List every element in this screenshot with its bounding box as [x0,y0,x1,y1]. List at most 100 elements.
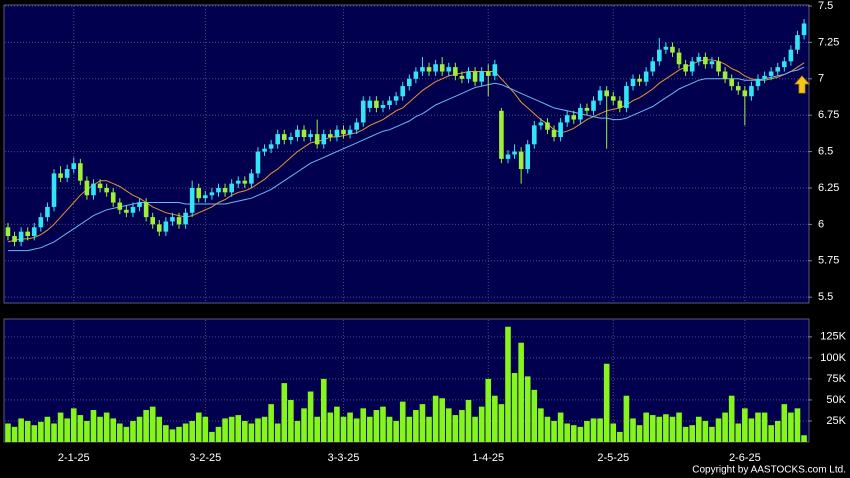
volume-bar [64,418,70,442]
candle-body [301,129,307,138]
candle-body [110,192,116,203]
candle-body [406,78,412,87]
volume-bar [136,416,143,442]
x-tick-label: 3-2-25 [189,452,221,464]
volume-bar [715,418,722,442]
volume-bar [320,378,327,442]
volume-bar [695,416,702,442]
copyright: Copyright by AASTOCKS.com Ltd. [692,465,846,476]
candle-body [189,187,195,213]
candle-body [124,209,129,213]
candle-body [314,134,320,145]
candle-body [5,227,11,237]
volume-bar [722,412,728,442]
candle-body [268,144,274,149]
volume-bar [373,410,380,442]
candle-body [637,78,642,82]
volume-bar [577,426,584,442]
candle-body [624,86,629,108]
y-tick-label: 6 [818,218,824,230]
candle-body [696,56,702,62]
candle-body [617,100,623,108]
candle-body [341,129,346,135]
volume-bar [788,412,794,442]
moving-average-line [7,59,805,243]
volume-bar [413,410,419,442]
candle-body [795,35,800,50]
moving-average-line [8,66,805,252]
volume-bar [564,423,570,442]
volume-bar [761,412,768,442]
volume-bar [538,408,544,442]
volume-bar [24,420,31,442]
y-tick-label: 25K [826,415,846,427]
volume-bar [327,412,334,442]
candle-body [25,231,30,237]
volume-bar [656,416,663,442]
volume-bar [228,416,235,442]
candle-body [387,100,392,105]
volume-bar [31,425,38,442]
candle-body [735,86,741,91]
volume-bar [630,418,636,442]
volume-bar [419,404,426,442]
candle-body [584,107,590,111]
volume-bar [255,418,261,442]
candle-body [51,173,57,207]
volume-bar [511,373,518,442]
candle-body [130,206,136,213]
volume-bar [209,431,215,442]
candle-body [610,96,616,101]
volume-bar [386,416,393,442]
candle-body [439,64,445,72]
volume-bar [314,416,320,442]
volume-bar [90,410,97,442]
volume-bar [636,425,643,442]
volume-bar [57,412,64,442]
candle-body [255,151,261,174]
candle-body [354,122,359,130]
volume-bar [222,418,228,442]
volume-bar [268,404,274,442]
volume-bar [702,420,709,442]
volume-bar [248,423,255,442]
candle-body [643,71,649,82]
candle-body [78,163,83,181]
candle-body [446,67,452,72]
candle-body [12,236,17,242]
candle-body [532,125,537,145]
volume-bar [557,412,564,442]
candle-body [709,61,715,65]
volume-bar [432,395,439,442]
volume-bar [195,412,202,442]
candle-body [31,227,37,237]
x-tick-label: 1-4-25 [472,452,504,464]
volume-bar [11,426,18,442]
candle-body [176,217,182,225]
volume-bar [728,395,735,442]
volume-bar [531,389,538,442]
candle-body [749,86,754,97]
volume-bar [399,401,406,442]
volume-bar [590,418,597,442]
candle-body [143,202,149,218]
volume-bar [781,404,788,442]
x-tick-label: 2-6-25 [729,452,761,464]
volume-bar [110,418,117,442]
candle-body [512,151,517,155]
volume-bar [360,408,367,442]
volume-bar [498,404,505,442]
volume-bar [163,425,169,442]
candle-body [426,67,432,72]
volume-bar [242,420,248,442]
y-tick-label: 5.5 [818,291,833,303]
candle-body [657,49,662,62]
candle-body [683,64,688,72]
candle-body [413,71,419,79]
volume-bar [570,425,577,442]
candle-body [729,78,734,87]
candle-body [104,187,109,193]
candle-body [591,100,596,111]
y-tick-label: 7.25 [818,36,839,48]
volume-bar [768,425,774,442]
